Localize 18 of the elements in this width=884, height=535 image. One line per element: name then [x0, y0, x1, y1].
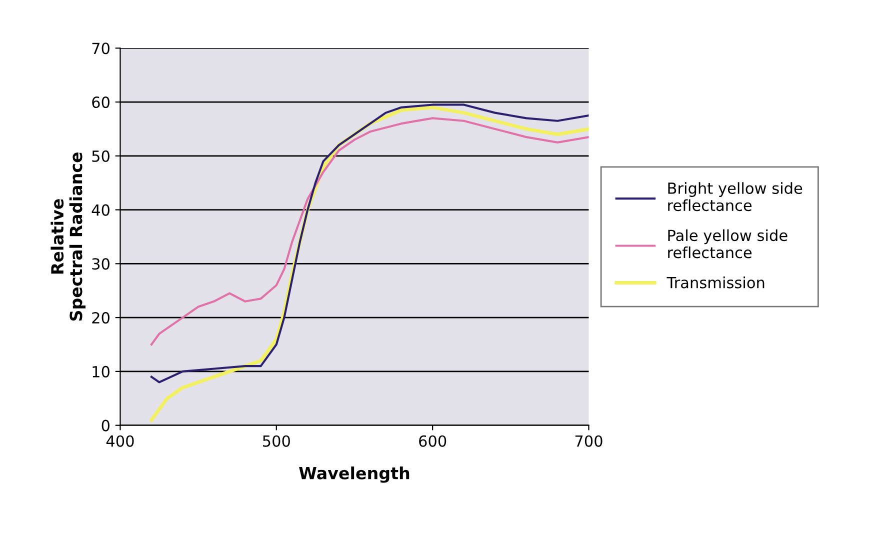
legend-label: Pale yellow side reflectance: [668, 229, 788, 258]
y-tick-label: 30: [92, 258, 110, 270]
y-tick-label: 40: [92, 204, 110, 216]
x-tick-label: 400: [106, 435, 134, 447]
y-tick-label: 50: [92, 150, 110, 162]
x-tick-label: 500: [262, 435, 290, 447]
x-axis-title: Wavelength: [299, 466, 410, 483]
line-series: [150, 117, 589, 346]
y-tick-label: 20: [92, 312, 110, 324]
y-tick-label: 0: [102, 420, 110, 432]
x-tick-label: 700: [575, 435, 602, 447]
legend-label: Transmission: [666, 276, 764, 288]
y-tick-label: 60: [92, 96, 110, 108]
y-tick-label: 10: [92, 366, 110, 378]
y-axis-title: Relative Spectral Radiance: [50, 152, 86, 321]
legend-label: Bright yellow side reflectance: [668, 182, 802, 212]
y-tick-label: 70: [92, 42, 110, 54]
x-tick-label: 600: [419, 435, 446, 447]
